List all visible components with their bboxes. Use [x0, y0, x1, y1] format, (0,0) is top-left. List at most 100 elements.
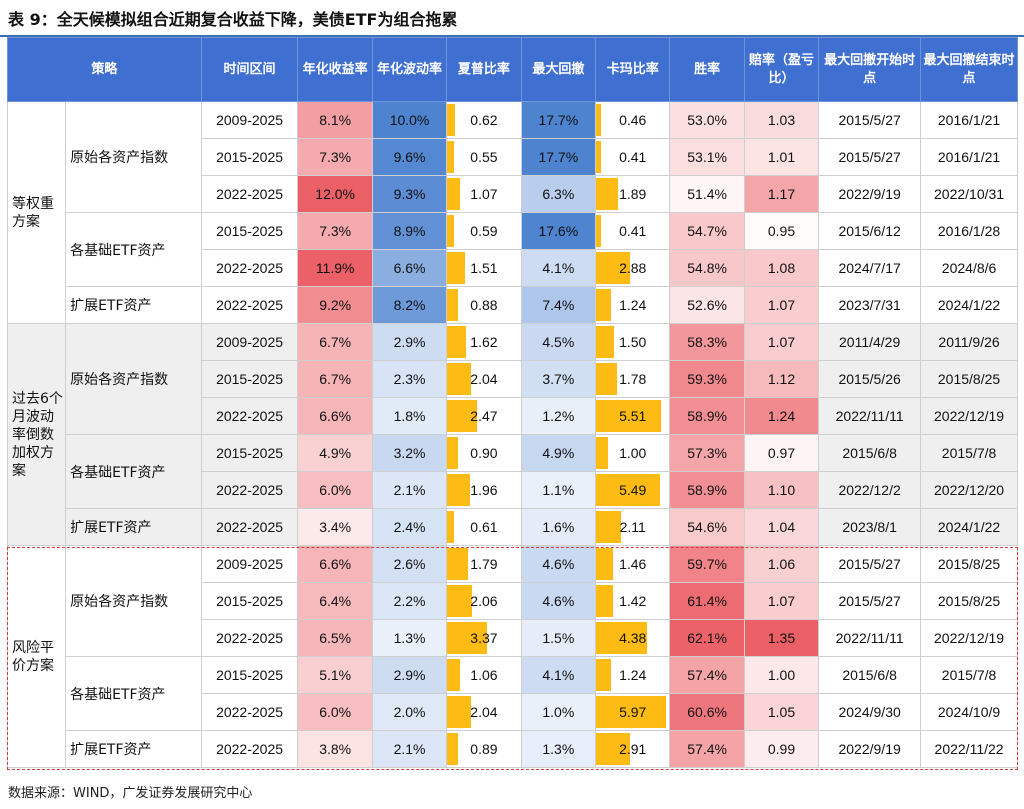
- annual-volatility-cell: 2.0%: [371, 693, 448, 731]
- max-drawdown-cell: 17.6%: [520, 212, 597, 250]
- subgroup-label: 原始各资产指数: [65, 101, 202, 213]
- annual-volatility-cell: 10.0%: [371, 101, 448, 139]
- table-header: 策略 时间区间 年化收益率 年化波动率 夏普比率 最大回撤 卡玛比率 胜率 赔率…: [7, 37, 1018, 102]
- annual-return-cell: 5.1%: [297, 656, 373, 694]
- odds-cell: 1.07: [743, 323, 820, 361]
- value-text: 0.89: [470, 741, 498, 757]
- annual-return-cell: 6.6%: [297, 545, 373, 583]
- value-text: 0.41: [619, 149, 647, 165]
- odds-cell: 1.24: [743, 397, 820, 435]
- period-cell: 2015-2025: [200, 212, 299, 250]
- table-row: 过去6个月波动率倒数加权方案 原始各资产指数 2009-2025 6.7% 2.9% 1.…: [6, 323, 1018, 546]
- annual-volatility-cell: 1.8%: [371, 397, 448, 435]
- value-text: 1.07: [470, 186, 498, 202]
- subgroup-label: 各基础ETF资产: [65, 212, 202, 287]
- table-row: 2015-2025 6.7% 2.3% 2.04 3.7% 1.78 59.3% 1.12 20…: [8, 360, 1018, 398]
- annual-volatility-cell: 6.6%: [371, 249, 448, 287]
- max-drawdown-cell: 1.1%: [520, 471, 597, 509]
- sharpe-bar: [447, 215, 455, 247]
- sharpe-cell: 1.51: [446, 249, 522, 287]
- win-rate-cell: 62.1%: [669, 619, 745, 657]
- sharpe-cell: 2.47: [446, 397, 522, 435]
- subgroup-label: 各基础ETF资产: [65, 656, 202, 731]
- win-rate-cell: 54.6%: [669, 508, 745, 546]
- period-cell: 2015-2025: [200, 138, 299, 176]
- calmar-bar: [596, 215, 601, 247]
- drawdown-end-cell: 2024/1/22: [920, 508, 1018, 546]
- max-drawdown-cell: 1.3%: [520, 730, 597, 768]
- calmar-bar: [596, 437, 608, 469]
- odds-cell: 0.95: [743, 212, 820, 250]
- annual-return-cell: 7.3%: [297, 212, 373, 250]
- odds-cell: 1.06: [743, 545, 820, 583]
- calmar-cell: 5.49: [595, 471, 671, 509]
- group-label: 过去6个月波动率倒数加权方案: [6, 323, 67, 546]
- performance-table: 策略 时间区间 年化收益率 年化波动率 夏普比率 最大回撤 卡玛比率 胜率 赔率…: [6, 37, 1018, 768]
- header-win-rate: 胜率: [669, 37, 745, 102]
- calmar-cell: 1.78: [595, 360, 671, 398]
- table-row: 2022-2025 6.5% 1.3% 3.37 1.5% 4.38 62.1% 1.35 20…: [8, 619, 1018, 657]
- subgroup-label: 扩展ETF资产: [65, 508, 202, 546]
- subgroup-label: 扩展ETF资产: [65, 730, 202, 768]
- sharpe-cell: 1.07: [446, 175, 522, 213]
- period-cell: 2022-2025: [200, 471, 299, 509]
- drawdown-end-cell: 2024/8/6: [920, 249, 1018, 287]
- annual-volatility-cell: 2.9%: [371, 656, 448, 694]
- table-body: 等权重方案 原始各资产指数 2009-2025 8.1% 10.0% 0.62 17.7% 0…: [6, 101, 1018, 768]
- subgroup-label: 各基础ETF资产: [65, 434, 202, 509]
- value-text: 1.96: [470, 482, 498, 498]
- period-cell: 2009-2025: [200, 101, 299, 139]
- header-max-drawdown: 最大回撤: [520, 37, 597, 102]
- annual-return-cell: 6.4%: [297, 582, 373, 620]
- value-text: 5.51: [619, 408, 647, 424]
- value-text: 0.62: [470, 112, 498, 128]
- drawdown-end-cell: 2016/1/21: [920, 101, 1018, 139]
- max-drawdown-cell: 4.1%: [520, 249, 597, 287]
- header-calmar: 卡玛比率: [595, 37, 671, 102]
- value-text: 1.42: [619, 593, 647, 609]
- header-odds: 赔率（盈亏比）: [743, 37, 820, 102]
- period-cell: 2022-2025: [200, 397, 299, 435]
- calmar-bar: [596, 585, 613, 617]
- period-cell: 2022-2025: [200, 286, 299, 324]
- drawdown-end-cell: 2016/1/28: [920, 212, 1018, 250]
- sharpe-cell: 2.06: [446, 582, 522, 620]
- annual-return-cell: 6.0%: [297, 693, 373, 731]
- header-drawdown-start: 最大回撤开始时点: [818, 37, 922, 102]
- value-text: 2.06: [470, 593, 498, 609]
- odds-cell: 1.03: [743, 101, 820, 139]
- calmar-bar: [596, 474, 661, 506]
- annual-return-cell: 6.7%: [297, 360, 373, 398]
- drawdown-start-cell: 2022/11/11: [818, 619, 922, 657]
- sharpe-cell: 3.37: [446, 619, 522, 657]
- table-row: 等权重方案 原始各资产指数 2009-2025 8.1% 10.0% 0.62 17.7% 0…: [6, 101, 1018, 324]
- max-drawdown-cell: 4.6%: [520, 545, 597, 583]
- calmar-bar: [596, 696, 667, 728]
- calmar-bar: [596, 622, 648, 654]
- odds-cell: 0.97: [743, 434, 820, 472]
- annual-volatility-cell: 2.6%: [371, 545, 448, 583]
- group-label: 等权重方案: [6, 101, 67, 324]
- sharpe-bar: [447, 733, 458, 765]
- drawdown-start-cell: 2015/5/27: [818, 101, 922, 139]
- annual-volatility-cell: 9.3%: [371, 175, 448, 213]
- value-text: 1.78: [619, 371, 647, 387]
- value-text: 4.38: [619, 630, 647, 646]
- win-rate-cell: 57.4%: [669, 730, 745, 768]
- win-rate-cell: 53.1%: [669, 138, 745, 176]
- annual-return-cell: 12.0%: [297, 175, 373, 213]
- drawdown-start-cell: 2011/4/29: [818, 323, 922, 361]
- table-row: 各基础ETF资产 2015-2025 7.3% 8.9% 0.59 17.6% 0.41 54…: [8, 212, 1018, 287]
- value-text: 3.37: [470, 630, 498, 646]
- calmar-cell: 0.41: [595, 212, 671, 250]
- period-cell: 2015-2025: [200, 434, 299, 472]
- value-text: 1.51: [470, 260, 498, 276]
- calmar-cell: 0.46: [595, 101, 671, 139]
- calmar-cell: 5.97: [595, 693, 671, 731]
- period-cell: 2009-2025: [200, 323, 299, 361]
- max-drawdown-cell: 1.0%: [520, 693, 597, 731]
- sharpe-cell: 0.88: [446, 286, 522, 324]
- calmar-cell: 5.51: [595, 397, 671, 435]
- odds-cell: 1.00: [743, 656, 820, 694]
- period-cell: 2015-2025: [200, 582, 299, 620]
